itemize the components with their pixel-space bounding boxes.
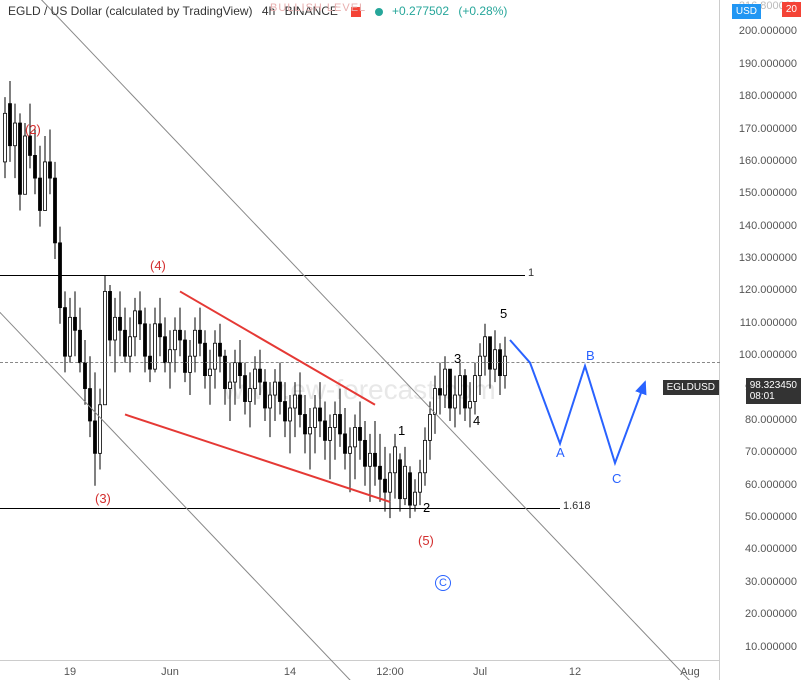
symbol-header: EGLD / US Dollar (calculated by TradingV… bbox=[8, 4, 513, 18]
symbol-text: EGLD / US Dollar (calculated by TradingV… bbox=[8, 4, 253, 18]
countdown-value: 08:01 bbox=[750, 391, 775, 402]
y-tick: 140.000000 bbox=[725, 220, 797, 232]
y-tick: 30.000000 bbox=[725, 576, 797, 588]
last-price-value: 98.323450 bbox=[750, 380, 797, 391]
y-tick: 10.000000 bbox=[725, 641, 797, 653]
y-tick: 100.000000 bbox=[725, 349, 797, 361]
y-tick: 160.000000 bbox=[725, 155, 797, 167]
y-tick: 70.000000 bbox=[725, 446, 797, 458]
wave-label: (5) bbox=[418, 533, 434, 548]
status-dot-icon bbox=[375, 8, 383, 16]
fib-label: 1.618 bbox=[563, 500, 591, 512]
y-tick: 180.000000 bbox=[725, 90, 797, 102]
y-tick: 110.000000 bbox=[725, 317, 797, 329]
drawing-overlay bbox=[0, 0, 720, 680]
wave-label: 4 bbox=[473, 413, 480, 428]
wave-label: C bbox=[612, 471, 621, 486]
y-tick: 20.000000 bbox=[725, 608, 797, 620]
top-price-tag: 20 bbox=[782, 2, 801, 17]
y-axis: 10.000000 20.000000 30.000000 40.000000 50.0… bbox=[721, 0, 801, 680]
currency-badge[interactable]: USD bbox=[732, 4, 761, 19]
wave-label: (3) bbox=[95, 491, 111, 506]
bullish-level-label: BULLISH LEVEL bbox=[270, 2, 366, 14]
wave-label: 2 bbox=[423, 500, 430, 515]
y-tick: 60.000000 bbox=[725, 479, 797, 491]
wave-label-circle-c: C bbox=[435, 575, 451, 591]
wave-label: 5 bbox=[500, 306, 507, 321]
y-tick: 80.000000 bbox=[725, 414, 797, 426]
fib-label: 1 bbox=[528, 267, 534, 279]
y-tick: 170.000000 bbox=[725, 123, 797, 135]
wave-label: 3 bbox=[454, 351, 461, 366]
change-text: +0.277502 bbox=[392, 4, 449, 18]
wave-label: (4) bbox=[150, 258, 166, 273]
wave-label: 1 bbox=[398, 423, 405, 438]
y-tick: 150.000000 bbox=[725, 187, 797, 199]
y-tick: 40.000000 bbox=[725, 543, 797, 555]
last-price-tag: EGLDUSD 98.323450 08:01 bbox=[746, 378, 801, 404]
wave-label: (2) bbox=[25, 122, 41, 137]
y-tick: 190.000000 bbox=[725, 58, 797, 70]
y-tick: 130.000000 bbox=[725, 252, 797, 264]
change-pct-text: (+0.28%) bbox=[458, 4, 507, 18]
symbol-short: EGLDUSD bbox=[663, 380, 719, 395]
y-tick: 50.000000 bbox=[725, 511, 797, 523]
chart-area[interactable]: EGLD / US Dollar (calculated by TradingV… bbox=[0, 0, 720, 680]
y-tick: 200.000000 bbox=[725, 25, 797, 37]
wave-label: B bbox=[586, 348, 595, 363]
top-red-value: 20 bbox=[786, 4, 797, 15]
wave-label: A bbox=[556, 445, 565, 460]
y-tick: 120.000000 bbox=[725, 284, 797, 296]
